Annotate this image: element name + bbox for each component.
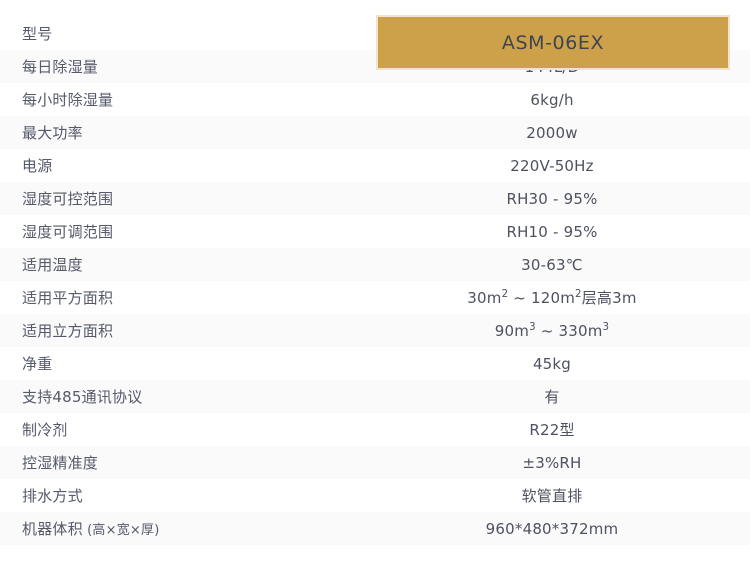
spec-label: 最大功率	[22, 124, 83, 142]
spec-value: 软管直排	[521, 487, 583, 505]
spec-label: 支持485通讯协议	[22, 388, 143, 406]
table-row: 适用立方面积 90m3 ~ 330m3	[0, 314, 750, 347]
table-row: 制冷剂 R22型	[0, 413, 750, 446]
model-name: ASM-06EX	[501, 31, 605, 54]
spec-value: 30m2 ~ 120m2层高3m	[467, 289, 637, 307]
table-row: 适用平方面积 30m2 ~ 120m2层高3m	[0, 281, 750, 314]
spec-value: R22型	[529, 421, 575, 439]
spec-label: 排水方式	[22, 487, 83, 505]
spec-label: 电源	[22, 157, 53, 175]
spec-value: 220V-50Hz	[510, 156, 594, 175]
table-row: 电源 220V-50Hz	[0, 149, 750, 182]
spec-label: 机器体积 (高×宽×厚)	[22, 520, 160, 538]
spec-value: ±3%RH	[522, 453, 582, 472]
table-row: 净重 45kg	[0, 347, 750, 380]
table-row: 湿度可控范围 RH30 - 95%	[0, 182, 750, 215]
spec-value: 30-63℃	[521, 255, 583, 274]
spec-value: 45kg	[532, 354, 572, 373]
specification-table: 型号ASM-06EX每日除湿量144L/D每小时除湿量6kg/h最大功率2000…	[0, 17, 750, 545]
spec-label: 每日除湿量	[22, 58, 99, 76]
spec-label: 适用立方面积	[22, 322, 114, 340]
spec-value: RH30 - 95%	[506, 189, 598, 208]
spec-label: 净重	[22, 355, 53, 373]
spec-value: 90m3 ~ 330m3	[494, 321, 610, 340]
table-row: 支持485通讯协议 有	[0, 380, 750, 413]
spec-label: 制冷剂	[22, 421, 68, 439]
spec-label: 适用温度	[22, 256, 83, 274]
spec-label: 湿度可控范围	[22, 190, 114, 208]
spec-value: 6kg/h	[530, 90, 574, 109]
spec-value: RH10 - 95%	[506, 222, 598, 241]
spec-label: 湿度可调范围	[22, 223, 114, 241]
spec-value: 有	[544, 388, 560, 406]
table-row: 适用温度 30-63℃	[0, 248, 750, 281]
spec-label: 适用平方面积	[22, 289, 114, 307]
table-row: 排水方式 软管直排	[0, 479, 750, 512]
table-row: 机器体积 (高×宽×厚) 960*480*372mm	[0, 512, 750, 545]
spec-label: 控湿精准度	[22, 454, 99, 472]
table-row: 每小时除湿量 6kg/h	[0, 83, 750, 116]
table-row: 控湿精准度 ±3%RH	[0, 446, 750, 479]
model-header-band: ASM-06EX	[376, 15, 730, 70]
table-row: 最大功率 2000w	[0, 116, 750, 149]
table-row: 湿度可调范围 RH10 - 95%	[0, 215, 750, 248]
spec-value: 960*480*372mm	[485, 519, 619, 538]
spec-label: 型号	[22, 25, 53, 43]
spec-table-body: 型号ASM-06EX每日除湿量144L/D每小时除湿量6kg/h最大功率2000…	[0, 17, 750, 545]
spec-value: 2000w	[526, 123, 578, 142]
spec-label: 每小时除湿量	[22, 91, 114, 109]
